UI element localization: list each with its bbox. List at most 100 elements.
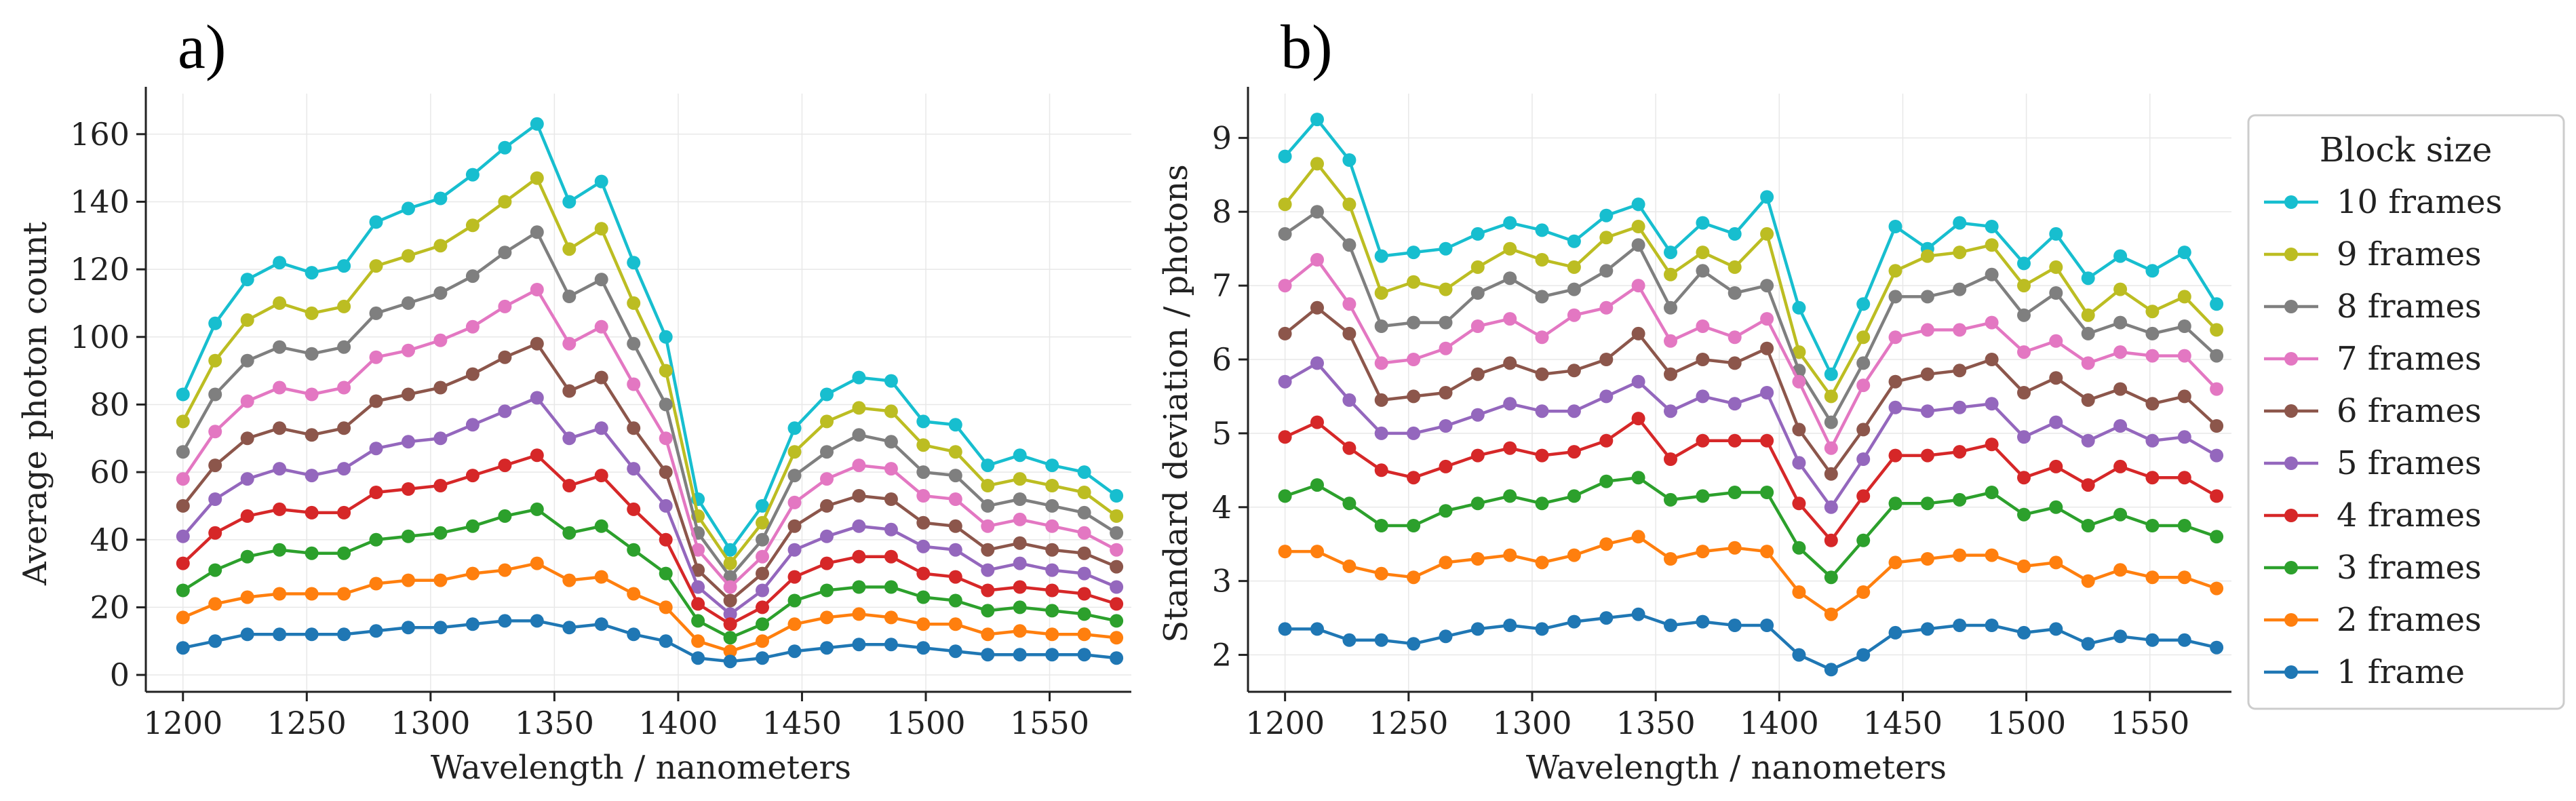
panel-b-point-4-frames-12: [1664, 452, 1677, 466]
panel-b-point-4-frames-4: [1407, 471, 1421, 485]
panel-a-point-8-frames-10: [498, 246, 512, 260]
panel-a-point-7-frames-21: [852, 458, 866, 473]
panel-a-point-4-frames-5: [337, 505, 351, 520]
panel-a-point-2-frames-25: [981, 627, 995, 642]
panel-a-point-6-frames-22: [884, 492, 898, 506]
panel-b-point-6-frames-0: [1278, 326, 1292, 340]
panel-b-point-5-frames-3: [1374, 426, 1388, 440]
panel-a-point-2-frames-26: [1013, 624, 1027, 638]
panel-a-point-7-frames-8: [433, 333, 448, 347]
panel-b-point-2-frames-8: [1535, 555, 1549, 570]
panel-b-point-5-frames-9: [1567, 404, 1581, 418]
panel-a-point-2-frames-15: [659, 600, 673, 614]
panel-b-point-8-frames-19: [1888, 290, 1902, 304]
panel-b-point-1-frame-27: [2145, 633, 2160, 647]
panel-b-point-4-frames-7: [1503, 441, 1517, 455]
panel-b-point-7-frames-4: [1407, 353, 1421, 366]
panel-b-point-9-frames-29: [2210, 323, 2224, 337]
panel-b-point-6-frames-11: [1631, 326, 1645, 340]
panel-b-point-6-frames-17: [1824, 467, 1838, 481]
panel-b-point-4-frames-8: [1535, 448, 1549, 463]
panel-b-point-1-frame-29: [2210, 640, 2224, 655]
panel-a-point-1-frame-27: [1045, 648, 1059, 662]
panel-b-point-1-frame-16: [1792, 648, 1806, 662]
panel-b-point-5-frames-11: [1631, 374, 1645, 389]
panel-b-point-7-frames-26: [2113, 345, 2128, 359]
panel-b-point-5-frames-28: [2177, 430, 2191, 444]
panel-b-ytick-label-8: 8: [1212, 193, 1232, 230]
panel-a-point-1-frame-6: [369, 624, 383, 638]
panel-b-point-7-frames-21: [1953, 323, 1967, 337]
panel-a-point-4-frames-11: [530, 448, 544, 463]
panel-b-line-9-frames: [1283, 162, 2218, 398]
panel-b-point-4-frames-24: [2049, 459, 2063, 473]
panel-a-point-3-frames-24: [948, 593, 962, 608]
panel-b-point-10-frames-1: [1310, 113, 1324, 127]
panel-a-point-9-frames-6: [369, 259, 383, 273]
panel-b-point-6-frames-23: [2017, 386, 2031, 399]
panel-b-point-4-frames-13: [1696, 433, 1710, 448]
panel-b-point-6-frames-20: [1920, 367, 1934, 381]
panel-a-point-1-frame-16: [691, 651, 705, 665]
panel-a-point-3-frames-28: [1077, 607, 1091, 621]
panel-b-point-10-frames-23: [2017, 256, 2031, 271]
panel-b-point-3-frames-0: [1278, 489, 1292, 503]
panel-a-point-3-frames-1: [208, 563, 222, 577]
panel-b-point-7-frames-2: [1342, 297, 1357, 311]
panel-a-point-5-frames-26: [1013, 556, 1027, 570]
panel-b-point-7-frames-6: [1470, 319, 1485, 333]
panel-a-point-9-frames-12: [562, 242, 577, 256]
panel-b-point-10-frames-28: [2177, 246, 2191, 260]
panel-a-point-3-frames-4: [305, 546, 319, 560]
panel-a-point-8-frames-25: [981, 499, 995, 513]
panel-a-label: a): [178, 12, 226, 81]
panel-b-point-5-frames-20: [1920, 404, 1934, 418]
panel-a-point-7-frames-14: [627, 377, 641, 391]
panel-a-point-8-frames-7: [402, 296, 415, 310]
panel-b-point-5-frames-26: [2113, 419, 2128, 433]
panel-b-point-5-frames-21: [1953, 400, 1967, 414]
panel-a-point-1-frame-13: [594, 617, 608, 631]
panel-b-xtick-label-1550: 1550: [2110, 705, 2189, 741]
legend-label-9-frames: 9 frames: [2337, 235, 2482, 273]
panel-a-point-8-frames-9: [465, 269, 480, 284]
panel-b-point-9-frames-1: [1310, 157, 1324, 171]
panel-b-point-9-frames-2: [1342, 197, 1357, 212]
panel-b-point-9-frames-25: [2081, 308, 2095, 322]
panel-b-standard-deviation: b) 1200 1250 1300 1350 1400 1450 1500 1550 2 3 4 5 6…: [1157, 12, 2231, 787]
panel-b-ytick-label-2: 2: [1212, 637, 1232, 673]
panel-b-point-3-frames-19: [1888, 496, 1902, 511]
panel-b-point-7-frames-28: [2177, 349, 2191, 363]
panel-a-point-3-frames-7: [402, 529, 415, 543]
panel-b-point-10-frames-10: [1599, 208, 1614, 222]
panel-b-point-3-frames-28: [2177, 519, 2191, 532]
panel-b-point-6-frames-2: [1342, 326, 1357, 340]
panel-b-point-6-frames-3: [1374, 393, 1388, 407]
panel-b-series: [1278, 113, 2224, 677]
panel-b-xtick-label-1350: 1350: [1616, 705, 1696, 741]
panel-b-point-1-frame-4: [1407, 637, 1421, 651]
panel-b-point-4-frames-17: [1824, 533, 1838, 547]
panel-b-series-4-frames: [1278, 412, 2224, 547]
panel-b-point-5-frames-8: [1535, 404, 1549, 418]
panel-a-point-6-frames-19: [787, 519, 802, 533]
panel-a-ytick-label-140: 140: [70, 183, 130, 220]
panel-a-point-5-frames-1: [208, 492, 222, 506]
panel-a-point-8-frames-24: [948, 469, 962, 483]
panel-b-ytick-label-4: 4: [1212, 489, 1232, 526]
panel-a-point-7-frames-23: [916, 489, 931, 503]
panel-b-point-1-frame-9: [1567, 614, 1581, 629]
panel-b-point-8-frames-22: [1985, 267, 1999, 281]
panel-a-point-5-frames-28: [1077, 566, 1091, 581]
panel-a-point-10-frames-24: [948, 418, 962, 432]
panel-b-point-3-frames-20: [1920, 496, 1934, 511]
panel-b-point-4-frames-11: [1631, 412, 1645, 426]
panel-b-point-8-frames-21: [1953, 282, 1967, 296]
panel-b-point-8-frames-2: [1342, 238, 1357, 252]
panel-b-point-2-frames-22: [1985, 548, 1999, 562]
panel-a-point-7-frames-16: [691, 543, 705, 557]
panel-b-point-10-frames-13: [1696, 216, 1710, 230]
panel-a-point-4-frames-15: [659, 532, 673, 547]
panel-a-point-2-frames-24: [948, 617, 962, 631]
panel-b-ytick-label-7: 7: [1212, 267, 1232, 304]
